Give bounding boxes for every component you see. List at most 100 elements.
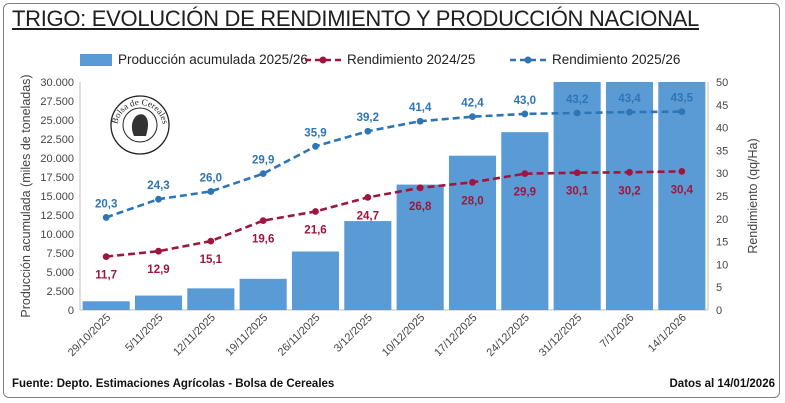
series-point	[626, 168, 633, 176]
bar	[448, 155, 497, 310]
y-left-tick-label: 15.000	[40, 191, 74, 203]
x-tick-label: 5/11/2025	[123, 312, 166, 355]
data-label: 15,1	[200, 254, 223, 266]
y-left-tick-label: 0	[68, 305, 74, 317]
data-label: 29,9	[514, 187, 536, 199]
y-left-tick-label: 30.000	[40, 77, 74, 89]
bar	[134, 295, 183, 310]
legend-item-rend-2025: Rendimiento 2025/26	[510, 52, 680, 67]
y-left-tick-label: 27.500	[40, 96, 74, 108]
y-left-tick-label: 22.500	[40, 134, 74, 146]
series-point	[678, 167, 686, 175]
x-tick-label: 7/1/2026	[598, 312, 637, 351]
data-label: 43,2	[566, 94, 588, 106]
data-label: 21,6	[304, 225, 326, 237]
y-right-tick-label: 5	[716, 282, 722, 294]
y-left-tick-label: 25.000	[40, 115, 74, 127]
data-label: 19,6	[252, 234, 274, 246]
bar	[291, 251, 340, 310]
series-point	[469, 113, 476, 121]
x-tick-label: 12/11/2025	[171, 312, 218, 359]
series-point	[416, 117, 424, 125]
bar	[501, 132, 549, 310]
legend-label-rend-2024: Rendimiento 2024/25	[347, 52, 476, 67]
bar	[658, 82, 706, 310]
x-tick-label: 19/11/2025	[223, 312, 270, 359]
series-line-2024-25	[106, 170, 682, 258]
series-point	[364, 127, 372, 135]
chart-title: TRIGO: EVOLUCIÓN DE RENDIMIENTO Y PRODUC…	[12, 6, 699, 31]
source-note: Fuente: Depto. Estimaciones Agrícolas - …	[12, 378, 335, 390]
series-point	[207, 237, 215, 245]
legend-bar-swatch	[80, 53, 112, 66]
series-point	[626, 108, 633, 116]
data-label: 30,2	[618, 185, 640, 197]
y-right-tick-label: 20	[716, 214, 728, 226]
x-tick-label: 17/12/2025	[432, 312, 479, 359]
y-right-tick-label: 30	[716, 168, 728, 180]
y-right-tick-label: 15	[716, 237, 728, 249]
y-right-tick-label: 25	[716, 191, 728, 203]
y-right-tick-label: 0	[716, 305, 722, 317]
x-tick-label: 31/12/2025	[537, 312, 584, 359]
data-label: 39,2	[357, 112, 379, 124]
data-label: 43,4	[618, 93, 641, 105]
logo-emblem	[131, 114, 148, 136]
y-right-tick-label: 45	[716, 100, 728, 112]
series-point	[155, 247, 162, 255]
y-left-tick-label: 20.000	[40, 153, 74, 165]
legend-item-rend-2024: Rendimiento 2024/25	[305, 52, 475, 67]
y-left-tick-label: 10.000	[40, 229, 74, 241]
series-point	[312, 142, 319, 150]
bar	[239, 278, 287, 310]
series-point	[469, 178, 476, 186]
series-point	[573, 169, 581, 177]
y-left-tick-label: 12.500	[40, 210, 74, 222]
y-right-tick-label: 10	[716, 259, 728, 271]
y-left-tick-label: 2.500	[46, 286, 74, 298]
x-tick-label: 24/12/2025	[485, 312, 532, 359]
y-right-tick-label: 35	[716, 145, 728, 157]
series-point	[259, 217, 267, 225]
y-left-tick-label: 7.500	[46, 248, 74, 260]
series-point	[364, 193, 372, 201]
data-label: 30,4	[671, 184, 694, 196]
x-tick-label: 10/12/2025	[380, 312, 427, 359]
data-label: 28,0	[461, 195, 483, 207]
bar	[396, 184, 444, 310]
series-point	[155, 195, 162, 203]
data-label: 43,5	[671, 93, 694, 105]
series-point	[312, 208, 319, 215]
data-label: 29,9	[252, 155, 274, 167]
bar	[82, 301, 130, 310]
legend-label-production: Producción acumulada 2025/26	[118, 52, 308, 67]
series-point	[573, 109, 581, 117]
y-right-axis-title: Rendimiento (qq/Ha)	[746, 138, 760, 253]
data-label: 24,7	[357, 210, 379, 222]
legend-label-rend-2025: Rendimiento 2025/26	[552, 52, 681, 67]
series-point	[521, 170, 529, 178]
x-tick-label: 26/11/2025	[276, 312, 323, 359]
y-left-axis-title: Producción acumulada (miles de toneladas…	[19, 74, 33, 317]
data-label: 24,3	[147, 180, 169, 192]
data-label: 12,9	[147, 264, 169, 276]
bar	[344, 221, 392, 310]
bar	[605, 82, 654, 310]
series-point	[521, 110, 529, 118]
legend-item-production: Producción acumulada 2025/26	[80, 52, 308, 67]
series-line-2025-26	[105, 110, 682, 219]
data-label: 26,0	[200, 172, 222, 184]
data-label: 26,8	[409, 201, 432, 213]
series-point	[207, 188, 215, 195]
y-left-tick-label: 17.500	[40, 172, 74, 184]
y-right-tick-label: 40	[716, 123, 728, 135]
data-label: 11,7	[95, 270, 117, 282]
data-label: 41,4	[409, 102, 432, 114]
legend-line-swatch-2024	[305, 56, 341, 63]
x-tick-label: 29/10/2025	[66, 312, 113, 359]
x-tick-label: 14/1/2026	[646, 312, 689, 355]
x-tick-label: 3/12/2025	[332, 312, 375, 355]
y-left-tick-label: 5.000	[46, 267, 74, 279]
legend-line-swatch-2025	[510, 56, 546, 63]
